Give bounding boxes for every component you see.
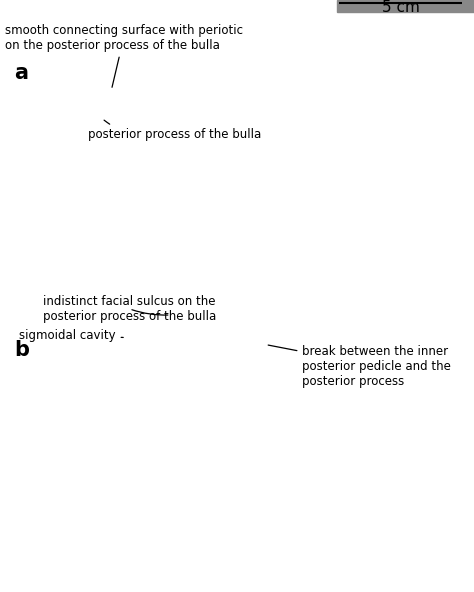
Text: posterior process of the bulla: posterior process of the bulla xyxy=(88,120,261,141)
Bar xyxy=(337,0,474,12)
Text: b: b xyxy=(14,340,29,361)
Text: smooth connecting surface with periotic
on the posterior process of the bulla: smooth connecting surface with periotic … xyxy=(5,24,243,87)
Text: 5 cm: 5 cm xyxy=(382,0,419,15)
Text: indistinct facial sulcus on the
posterior process of the bulla: indistinct facial sulcus on the posterio… xyxy=(43,295,216,323)
Text: sigmoidal cavity: sigmoidal cavity xyxy=(19,329,123,342)
Text: a: a xyxy=(14,63,28,83)
Text: break between the inner
posterior pedicle and the
posterior process: break between the inner posterior pedicl… xyxy=(268,345,451,388)
